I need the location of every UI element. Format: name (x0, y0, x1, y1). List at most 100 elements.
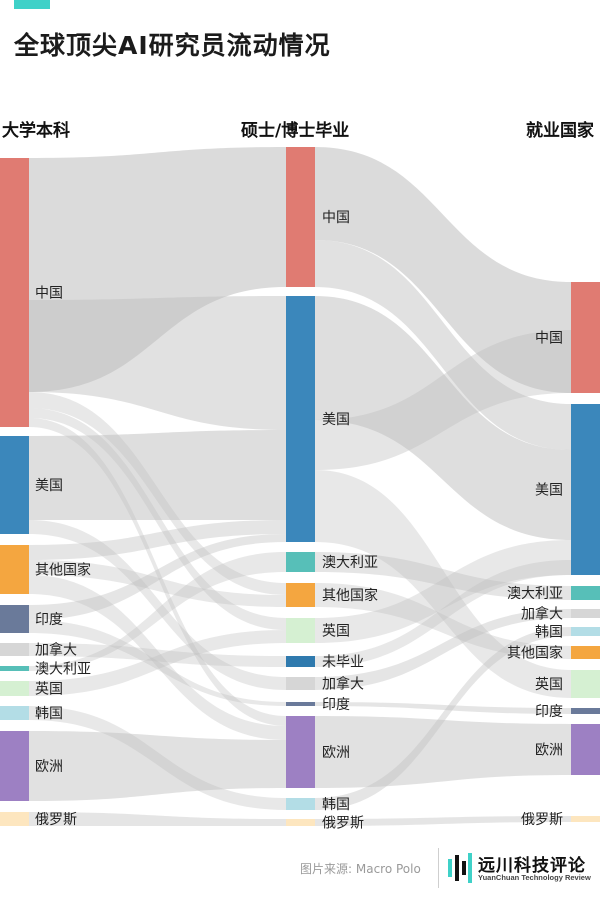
node-label-right-6: 英国 (535, 676, 563, 693)
flow-link-middle-3-right-5 (315, 583, 571, 659)
node-bar-right-5 (571, 646, 600, 659)
flow-link-middle-4-right-1 (315, 540, 571, 643)
node-bar-right-0 (571, 282, 600, 393)
flow-link-middle-9-right-4 (315, 627, 571, 810)
node-label-middle-7: 印度 (322, 697, 350, 713)
node-bar-left-1 (0, 436, 29, 534)
flow-link-left-8-middle-8 (29, 731, 286, 801)
flow-link-left-6-middle-4 (29, 630, 286, 696)
flow-link-left-2-middle-8 (29, 575, 286, 740)
flow-link-left-2-middle-1 (29, 520, 286, 560)
flow-link-left-1-middle-6 (29, 520, 286, 690)
node-label-middle-6: 加拿大 (322, 676, 364, 693)
node-bar-left-3 (0, 605, 29, 633)
flow-link-left-5-middle-2 (29, 552, 286, 671)
node-label-right-3: 加拿大 (521, 606, 563, 623)
flow-link-left-7-middle-9 (29, 706, 286, 810)
node-bars (0, 147, 600, 826)
node-label-middle-0: 中国 (322, 210, 350, 226)
page-title: 全球顶尖AI研究员流动情况 (14, 31, 331, 60)
node-bar-middle-9 (286, 798, 315, 810)
flow-links (29, 147, 571, 826)
node-label-right-4: 韩国 (535, 625, 563, 641)
node-bar-right-7 (571, 708, 600, 714)
flow-link-middle-0-right-0 (315, 147, 571, 393)
node-label-left-4: 加拿大 (35, 642, 77, 659)
flow-link-left-9-middle-10 (29, 812, 286, 826)
node-bar-middle-8 (286, 716, 315, 788)
node-label-right-0: 中国 (535, 331, 563, 347)
node-label-right-7: 印度 (535, 704, 563, 720)
flow-link-middle-1-right-1 (315, 296, 571, 540)
node-label-right-1: 美国 (535, 483, 563, 499)
node-label-right-9: 俄罗斯 (521, 812, 563, 828)
flow-link-middle-5-right-1 (315, 560, 571, 667)
node-label-middle-9: 韩国 (322, 797, 350, 813)
node-bar-left-0 (0, 158, 29, 427)
node-label-right-2: 澳大利亚 (507, 586, 563, 602)
node-bar-right-9 (571, 816, 600, 822)
node-label-left-3: 印度 (35, 612, 63, 628)
node-label-left-7: 韩国 (35, 706, 63, 722)
node-label-middle-8: 欧洲 (322, 745, 350, 761)
node-bar-left-6 (0, 681, 29, 696)
node-bar-left-5 (0, 666, 29, 671)
node-bar-middle-4 (286, 618, 315, 643)
column-header-undergrad: 大学本科 (2, 121, 70, 141)
node-label-middle-2: 澳大利亚 (322, 555, 378, 571)
flow-link-left-4-middle-5 (29, 643, 286, 667)
node-bar-middle-1 (286, 296, 315, 542)
flow-link-middle-1-right-0 (315, 330, 571, 470)
node-label-left-8: 欧洲 (35, 759, 63, 775)
node-label-left-5: 澳大利亚 (35, 662, 91, 678)
node-label-middle-10: 俄罗斯 (322, 816, 364, 832)
node-label-middle-1: 美国 (322, 412, 350, 428)
node-bar-left-9 (0, 812, 29, 826)
node-bar-right-3 (571, 609, 600, 618)
node-label-left-6: 英国 (35, 681, 63, 698)
flow-link-left-3-middle-1 (29, 534, 286, 620)
node-bar-middle-10 (286, 819, 315, 826)
node-bar-right-4 (571, 627, 600, 636)
node-label-right-5: 其他国家 (507, 645, 563, 662)
node-bar-middle-5 (286, 656, 315, 667)
node-label-left-1: 美国 (35, 478, 63, 494)
brand-subtitle: YuanChuan Technology Review (478, 873, 591, 882)
node-bar-middle-2 (286, 552, 315, 572)
node-bar-middle-7 (286, 702, 315, 706)
node-bar-middle-0 (286, 147, 315, 287)
flow-link-left-0-middle-0 (29, 147, 286, 392)
column-header-graduate: 硕士/博士毕业 (241, 121, 350, 141)
node-bar-left-7 (0, 706, 29, 720)
node-label-middle-5: 未毕业 (322, 655, 364, 671)
flow-link-left-1-middle-1 (29, 430, 286, 520)
column-header-employment: 就业国家 (526, 121, 594, 141)
node-bar-right-1 (571, 404, 600, 575)
flow-link-left-0-middle-1 (29, 296, 286, 430)
flow-link-left-0-middle-8 (29, 418, 286, 726)
brand-name: 远川科技评论 (478, 856, 586, 876)
flow-link-left-2-middle-3 (29, 560, 286, 607)
flow-link-middle-7-right-7 (315, 702, 571, 714)
node-bar-right-6 (571, 670, 600, 698)
node-bar-left-4 (0, 643, 29, 656)
flow-link-middle-8-right-8 (315, 716, 571, 788)
node-bar-right-2 (571, 586, 600, 600)
node-label-left-2: 其他国家 (35, 562, 91, 579)
flow-link-middle-10-right-9 (315, 816, 571, 826)
image-source-credit: 图片来源: Macro Polo (300, 862, 421, 876)
flow-link-left-3-middle-7 (29, 620, 286, 706)
node-labels: 中国美国其他国家印度加拿大澳大利亚英国韩国欧洲俄罗斯中国美国澳大利亚其他国家英国… (35, 210, 563, 832)
node-bar-left-2 (0, 545, 29, 594)
node-label-middle-4: 英国 (322, 623, 350, 640)
node-label-left-9: 俄罗斯 (35, 812, 77, 828)
node-bar-middle-6 (286, 677, 315, 690)
footer-divider (438, 848, 439, 888)
flow-link-middle-0-right-1 (315, 240, 571, 450)
node-label-right-8: 欧洲 (535, 743, 563, 759)
title-accent-bar (14, 0, 50, 9)
node-label-left-0: 中国 (35, 286, 63, 302)
node-bar-left-8 (0, 731, 29, 801)
flow-link-middle-2-right-2 (315, 552, 571, 600)
